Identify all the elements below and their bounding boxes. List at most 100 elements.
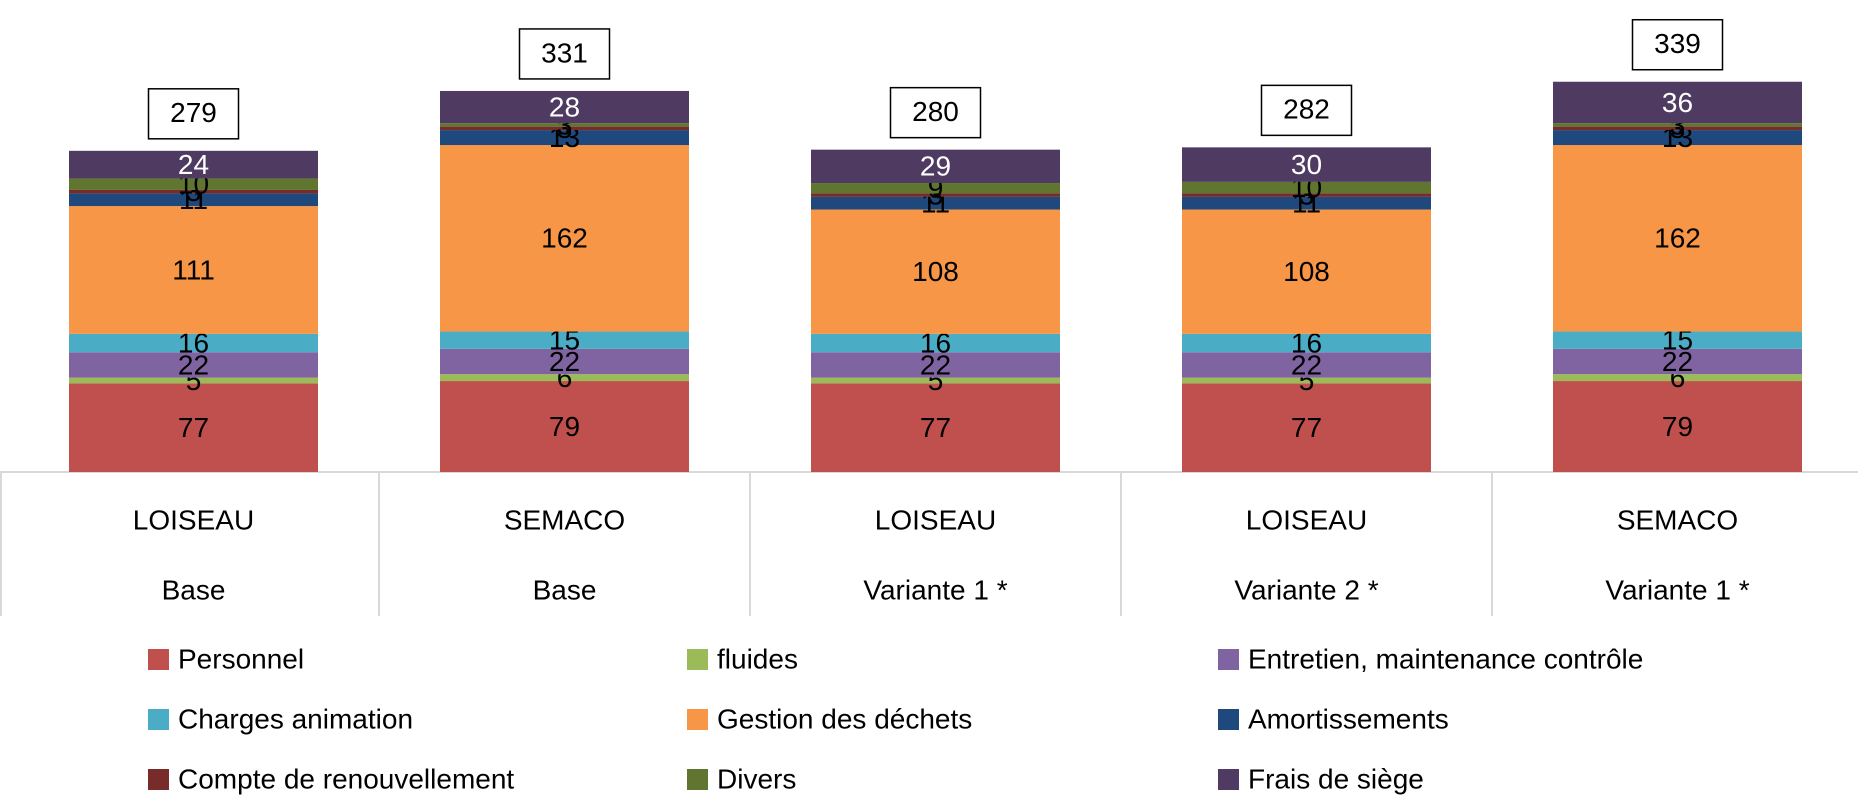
total-box	[147, 88, 240, 140]
x-tick-label: LOISEAU	[133, 504, 254, 535]
legend-swatch	[1218, 709, 1239, 730]
data-label: 22	[549, 346, 580, 377]
bar-segment	[1553, 381, 1802, 472]
legend-label: fluides	[717, 643, 798, 674]
data-label: 108	[912, 256, 959, 287]
legend-label: Charges animation	[178, 703, 413, 734]
x-tick-label: Base	[162, 574, 226, 605]
bar-segment	[1182, 181, 1431, 194]
data-label: 30	[1291, 149, 1322, 180]
data-label: 108	[1283, 256, 1330, 287]
bar-segment	[69, 206, 318, 334]
x-tick-label: Base	[533, 574, 597, 605]
x-tick-label: Variante 1 *	[1605, 574, 1749, 605]
bar-segment	[1553, 81, 1802, 124]
legend-label: Gestion des déchets	[717, 703, 972, 734]
bar-segment	[1553, 130, 1802, 146]
x-tick-label: Variante 1 *	[863, 574, 1007, 605]
bar-segment	[811, 352, 1060, 378]
data-label: 22	[920, 349, 951, 380]
data-label: 24	[178, 149, 209, 180]
bar-segment	[811, 183, 1060, 194]
bar-segment	[440, 130, 689, 146]
total-box	[1260, 84, 1353, 137]
data-label: 77	[178, 412, 209, 443]
legend-swatch	[1218, 649, 1239, 670]
data-label: 79	[549, 411, 580, 442]
legend-label: Amortissements	[1248, 703, 1449, 734]
legend-swatch	[687, 769, 708, 790]
legend-swatch	[687, 649, 708, 670]
bar-segment	[1182, 333, 1431, 353]
legend-swatch	[1218, 769, 1239, 790]
bar-segment	[1182, 352, 1431, 378]
bar-segment	[1553, 331, 1802, 349]
data-label: 36	[1662, 87, 1693, 118]
bar-segment	[69, 193, 318, 207]
data-label: 28	[549, 91, 580, 122]
legend-swatch	[148, 769, 169, 790]
legend-label: Entretien, maintenance contrôle	[1248, 643, 1643, 674]
total-label: 280	[912, 96, 959, 127]
bar-segment	[440, 331, 689, 349]
bar-segment	[1182, 147, 1431, 182]
data-label: 111	[172, 254, 215, 285]
bar-segment	[440, 381, 689, 472]
bar-segment	[1553, 348, 1802, 375]
bar-segment	[811, 383, 1060, 472]
total-label: 282	[1283, 94, 1330, 125]
bar-segment	[1553, 374, 1802, 382]
x-tick-label: SEMACO	[1617, 504, 1738, 535]
data-label: 162	[541, 223, 588, 254]
data-label: 29	[920, 151, 951, 182]
bar-segment	[811, 209, 1060, 334]
total-label: 331	[541, 37, 588, 68]
bar-segment	[1553, 145, 1802, 332]
bar-segment	[440, 90, 689, 124]
bar-segment	[69, 377, 318, 384]
data-label: 22	[1291, 349, 1322, 380]
legend-label: Divers	[717, 763, 796, 794]
legend-swatch	[148, 649, 169, 670]
bar-segment	[69, 178, 318, 190]
legend-swatch	[687, 709, 708, 730]
bar-segment	[69, 383, 318, 472]
total-label: 279	[170, 97, 217, 128]
legend-label: Personnel	[178, 643, 304, 674]
bar-segment	[440, 145, 689, 332]
x-tick-label: SEMACO	[504, 504, 625, 535]
bar-segment	[440, 348, 689, 375]
bar-segment	[1182, 209, 1431, 334]
x-tick-label: LOISEAU	[1246, 504, 1367, 535]
data-label: 77	[920, 412, 951, 443]
bar-segment	[811, 149, 1060, 184]
legend-swatch	[148, 709, 169, 730]
bar-segment	[440, 123, 689, 127]
bar-segment	[69, 333, 318, 353]
bar-segment	[811, 333, 1060, 353]
bar-segment	[811, 377, 1060, 384]
total-box	[889, 86, 982, 139]
bar-segment	[811, 196, 1060, 210]
data-label: 162	[1654, 223, 1701, 254]
bar-segment	[1182, 193, 1431, 197]
bar-segment	[1182, 383, 1431, 472]
bar-segment	[1553, 123, 1802, 127]
data-label: 79	[1662, 411, 1693, 442]
legend-label: Frais de siège	[1248, 763, 1424, 794]
bar-segment	[1182, 377, 1431, 384]
bar-segment	[1182, 196, 1431, 210]
legend-label: Compte de renouvellement	[178, 763, 514, 794]
bar-segment	[440, 374, 689, 382]
bar-segment	[69, 150, 318, 179]
total-box	[518, 28, 611, 80]
total-label: 339	[1654, 28, 1701, 59]
bar-segment	[1553, 126, 1802, 131]
data-label: 22	[178, 349, 209, 380]
x-tick-label: Variante 2 *	[1234, 574, 1378, 605]
data-label: 77	[1291, 412, 1322, 443]
bar-segment	[69, 352, 318, 378]
bar-segment	[811, 193, 1060, 197]
bar-segment	[69, 189, 318, 194]
